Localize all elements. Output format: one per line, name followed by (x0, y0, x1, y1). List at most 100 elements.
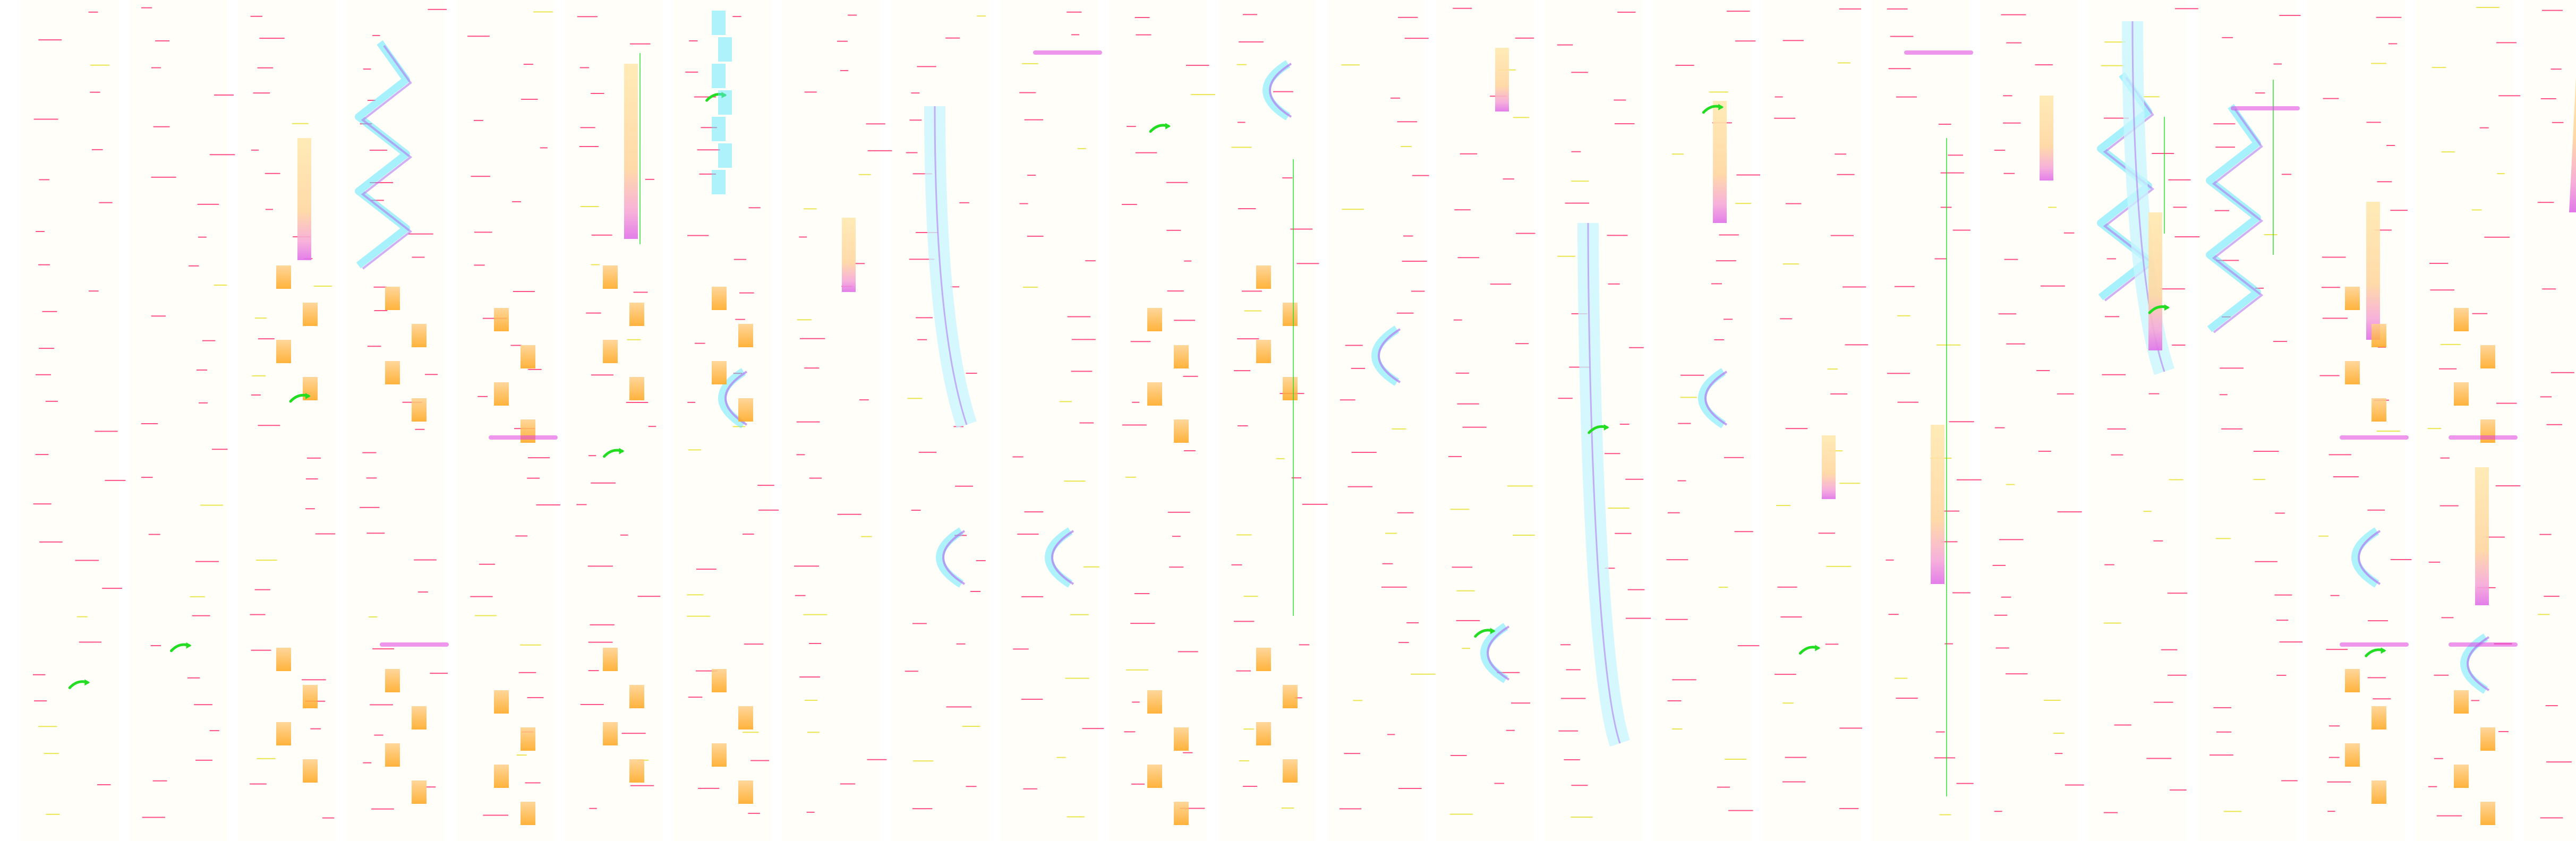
label-dash (523, 64, 533, 65)
label-dash (1071, 371, 1093, 372)
label-dash (1351, 367, 1366, 369)
label-dash (258, 425, 280, 426)
label-dash (2222, 37, 2233, 38)
label-dash (1234, 370, 1251, 372)
label-dash (292, 123, 309, 124)
label-dash (1782, 702, 1794, 704)
green-arrowhead (2381, 647, 2386, 654)
label-dash (588, 670, 599, 672)
label-dash (1124, 731, 1136, 733)
label-dash (1728, 810, 1753, 811)
label-dash (744, 643, 764, 645)
label-dash (1564, 759, 1580, 760)
orange-block (2345, 669, 2360, 692)
violet-arc-edge (724, 371, 748, 426)
label-dash (90, 64, 110, 66)
label-dash (1835, 153, 1846, 155)
label-dash (758, 509, 779, 511)
label-dash (152, 780, 167, 782)
cyan-arc-band (936, 527, 964, 588)
label-dash (2103, 812, 2118, 813)
label-dash (255, 560, 277, 561)
label-dash (148, 534, 160, 535)
violet-arc-edge (1269, 63, 1292, 118)
column-panel (20, 0, 118, 841)
label-dash (2143, 511, 2152, 512)
label-dash (209, 154, 235, 156)
label-dash (1896, 698, 1918, 699)
label-dash (1404, 38, 1429, 39)
label-dash (367, 99, 376, 101)
label-dash (1672, 679, 1696, 681)
label-dash (2276, 674, 2287, 676)
label-dash (633, 291, 648, 293)
label-dash (2215, 147, 2235, 148)
orange-block (712, 743, 727, 767)
label-dash (950, 286, 960, 288)
label-dash (2498, 731, 2509, 732)
green-arrowhead (186, 642, 192, 649)
label-dash (1243, 728, 1255, 730)
label-dash (1166, 182, 1188, 183)
magenta-node-bar (1904, 50, 1973, 55)
label-dash (76, 616, 88, 617)
label-dash (1134, 593, 1150, 595)
label-dash (36, 374, 52, 375)
label-dash (373, 286, 387, 288)
column-panel (456, 0, 554, 841)
label-dash (1671, 153, 1684, 155)
label-dash (696, 568, 716, 570)
label-dash (916, 317, 933, 319)
label-dash (2371, 63, 2386, 64)
label-dash (142, 817, 165, 818)
label-dash (1716, 260, 1736, 262)
label-dash (1558, 730, 1579, 732)
orange-block (603, 340, 618, 363)
label-dash (1135, 16, 1150, 18)
label-dash (470, 596, 493, 597)
cyan-arc-band (2351, 527, 2379, 588)
label-dash (1887, 8, 1908, 10)
label-dash (588, 455, 596, 457)
label-dash (2441, 151, 2455, 153)
label-dash (305, 508, 315, 510)
label-dash (1735, 40, 1756, 42)
label-dash (626, 402, 649, 404)
label-dash (2552, 122, 2564, 123)
cyan-arc-band (1371, 325, 1400, 386)
column-panel (2198, 0, 2296, 841)
label-dash (848, 14, 857, 16)
label-dash (1709, 91, 1728, 93)
label-dash (1239, 760, 1249, 761)
label-dash (1994, 427, 2005, 428)
label-dash (1241, 290, 1262, 292)
label-dash (1191, 94, 1216, 96)
label-dash (533, 11, 553, 13)
label-dash (1237, 338, 1259, 340)
orange-block (2480, 345, 2495, 368)
label-dash (1341, 64, 1360, 66)
orange-block (629, 303, 644, 326)
orange-block (385, 669, 400, 692)
label-dash (1122, 204, 1137, 205)
label-dash (1179, 808, 1205, 809)
label-dash (1243, 596, 1258, 597)
label-dash (2170, 789, 2187, 791)
orange-block (1147, 690, 1162, 714)
cyan-step-block (712, 64, 726, 88)
orange-block (1174, 802, 1189, 825)
label-dash (1178, 651, 1198, 653)
label-dash (1167, 290, 1184, 292)
label-dash (425, 374, 438, 375)
cyan-step-block (718, 37, 732, 62)
label-dash (150, 645, 161, 647)
label-dash (1071, 339, 1096, 340)
column-panel (347, 0, 445, 841)
label-dash (1402, 260, 1427, 262)
label-dash (1948, 155, 1963, 156)
label-dash (153, 126, 170, 127)
label-dash (520, 644, 541, 646)
label-dash (1782, 263, 1799, 265)
label-dash (1897, 401, 1918, 403)
label-dash (1021, 596, 1044, 597)
